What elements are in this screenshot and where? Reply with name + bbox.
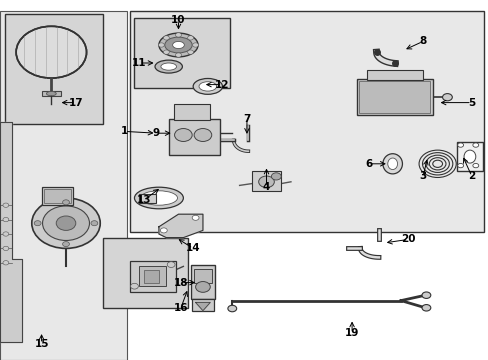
Text: 13: 13 — [137, 195, 151, 205]
Ellipse shape — [463, 150, 475, 163]
Circle shape — [3, 217, 9, 222]
Ellipse shape — [134, 187, 183, 209]
Text: 20: 20 — [400, 234, 415, 244]
Bar — [456, 142, 482, 171]
Circle shape — [32, 198, 100, 248]
Ellipse shape — [193, 78, 222, 94]
Text: 8: 8 — [419, 36, 426, 46]
Ellipse shape — [172, 41, 184, 49]
Circle shape — [472, 163, 478, 168]
Text: 9: 9 — [153, 128, 160, 138]
Circle shape — [3, 261, 9, 265]
Bar — [251, 171, 281, 191]
Circle shape — [42, 206, 89, 240]
Circle shape — [3, 246, 9, 251]
Bar — [192, 299, 213, 311]
FancyBboxPatch shape — [5, 14, 102, 124]
Text: 14: 14 — [185, 243, 200, 253]
Circle shape — [174, 129, 192, 141]
Circle shape — [56, 216, 76, 230]
Circle shape — [163, 50, 169, 54]
Circle shape — [421, 305, 430, 311]
Circle shape — [160, 228, 167, 233]
Circle shape — [175, 53, 181, 57]
Circle shape — [472, 143, 478, 147]
Circle shape — [175, 33, 181, 37]
Bar — [44, 189, 71, 203]
Bar — [129, 261, 176, 292]
Bar — [139, 194, 156, 203]
Circle shape — [258, 176, 274, 188]
Bar — [41, 91, 61, 96]
Text: 16: 16 — [173, 303, 188, 313]
Text: 17: 17 — [68, 98, 83, 108]
Text: 2: 2 — [468, 171, 474, 181]
Circle shape — [3, 203, 9, 207]
Ellipse shape — [164, 37, 192, 53]
Circle shape — [457, 163, 463, 168]
Text: 12: 12 — [215, 80, 229, 90]
Bar — [41, 187, 73, 205]
Circle shape — [271, 173, 281, 180]
Bar — [190, 265, 215, 299]
Ellipse shape — [155, 60, 182, 73]
Polygon shape — [0, 122, 22, 342]
Bar — [356, 79, 432, 115]
Circle shape — [91, 221, 98, 226]
Text: 10: 10 — [171, 15, 185, 25]
Circle shape — [163, 36, 169, 40]
Text: 6: 6 — [365, 159, 372, 169]
Circle shape — [158, 43, 164, 47]
Text: 15: 15 — [34, 339, 49, 349]
Circle shape — [16, 26, 86, 78]
Bar — [366, 70, 422, 80]
Text: 3: 3 — [419, 171, 426, 181]
FancyBboxPatch shape — [102, 238, 188, 308]
Circle shape — [194, 129, 211, 141]
Ellipse shape — [382, 154, 402, 174]
Ellipse shape — [159, 33, 198, 57]
Text: 7: 7 — [243, 114, 250, 124]
Circle shape — [421, 292, 430, 298]
FancyBboxPatch shape — [134, 18, 229, 88]
Circle shape — [62, 200, 69, 205]
Text: 1: 1 — [121, 126, 128, 136]
Text: 5: 5 — [468, 98, 474, 108]
Text: 18: 18 — [173, 278, 188, 288]
Ellipse shape — [161, 63, 176, 70]
Bar — [168, 119, 220, 155]
Bar — [359, 81, 429, 113]
Circle shape — [187, 36, 193, 40]
Text: 4: 4 — [262, 182, 270, 192]
Circle shape — [3, 232, 9, 236]
Circle shape — [167, 262, 175, 267]
FancyBboxPatch shape — [0, 11, 127, 360]
Circle shape — [34, 221, 41, 226]
Ellipse shape — [46, 91, 56, 96]
Ellipse shape — [199, 82, 216, 91]
Ellipse shape — [387, 158, 397, 170]
Circle shape — [457, 143, 463, 147]
Polygon shape — [159, 214, 203, 238]
Text: 11: 11 — [132, 58, 146, 68]
Bar — [139, 266, 166, 286]
Ellipse shape — [140, 191, 177, 205]
Circle shape — [227, 305, 236, 312]
Circle shape — [192, 43, 198, 47]
Circle shape — [62, 242, 69, 247]
Bar — [144, 270, 159, 283]
Circle shape — [195, 282, 210, 292]
Bar — [194, 269, 211, 283]
Circle shape — [442, 94, 451, 101]
Text: 19: 19 — [344, 328, 359, 338]
FancyBboxPatch shape — [129, 11, 483, 232]
Bar — [173, 104, 209, 120]
Polygon shape — [195, 302, 210, 311]
Circle shape — [192, 215, 199, 220]
Circle shape — [187, 50, 193, 54]
Circle shape — [130, 283, 138, 289]
